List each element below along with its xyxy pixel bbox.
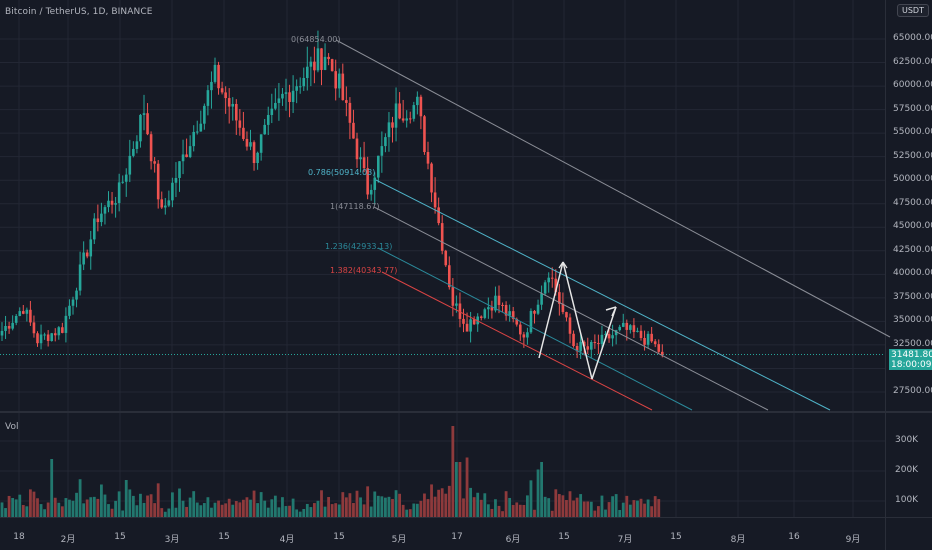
time-tick: 15 — [333, 532, 345, 542]
fib-level-0786-label[interactable]: 0.786(50914.03) — [308, 168, 376, 177]
price-tick: 57500.00 — [893, 103, 932, 114]
volume-tick: 300K — [895, 435, 919, 445]
price-tick: 60000.00 — [893, 80, 932, 91]
time-tick: 15 — [558, 532, 570, 542]
price-tick: 45000.00 — [893, 221, 932, 232]
fib-level-1382-label[interactable]: 1.382(40343.77) — [330, 266, 398, 275]
price-tick: 52500.00 — [893, 150, 932, 161]
time-tick: 15 — [218, 532, 230, 542]
volume-tick: 200K — [895, 465, 919, 475]
time-tick: 5月 — [391, 535, 407, 545]
time-tick: 7月 — [617, 535, 633, 545]
time-tick: 16 — [788, 532, 800, 542]
price-tick: 42500.00 — [893, 244, 932, 255]
price-tick: 35000.00 — [893, 315, 932, 326]
symbol-title[interactable]: Bitcoin / TetherUS, 1D, BINANCE — [5, 7, 153, 17]
price-tick: 62500.00 — [893, 56, 932, 67]
price-tick: 40000.00 — [893, 268, 932, 279]
price-tick: 27500.00 — [893, 385, 932, 396]
price-tick: 47500.00 — [893, 197, 932, 208]
time-tick: 6月 — [505, 535, 521, 545]
time-tick: 3月 — [164, 535, 180, 545]
fib-level-0-label[interactable]: 0(64854.00) — [291, 35, 341, 44]
price-tick: 32500.00 — [893, 338, 932, 349]
currency-badge[interactable]: USDT — [897, 4, 929, 17]
price-tick: 65000.00 — [893, 33, 932, 43]
price-tick: 37500.00 — [893, 291, 932, 302]
volume-tick: 100K — [895, 495, 919, 505]
price-tick: 50000.00 — [893, 174, 932, 185]
current-price-value: 31481.80 — [891, 350, 932, 360]
time-tick: 8月 — [730, 535, 746, 545]
current-price-tag: 31481.80 18:00:09 — [889, 349, 932, 370]
time-tick: 15 — [114, 532, 126, 542]
volume-pane-label[interactable]: Vol — [5, 422, 19, 432]
fib-level-1-label[interactable]: 1(47118.67) — [330, 202, 380, 211]
time-tick: 17 — [451, 532, 463, 542]
fib-level-1236-label[interactable]: 1.236(42933.13) — [325, 242, 393, 251]
bar-countdown: 18:00:09 — [891, 360, 932, 370]
price-tick: 55000.00 — [893, 127, 932, 138]
time-tick: 9月 — [845, 535, 861, 545]
time-tick: 4月 — [279, 535, 295, 545]
time-tick: 2月 — [60, 535, 76, 545]
time-tick: 15 — [670, 532, 682, 542]
time-tick: 18 — [13, 532, 25, 542]
